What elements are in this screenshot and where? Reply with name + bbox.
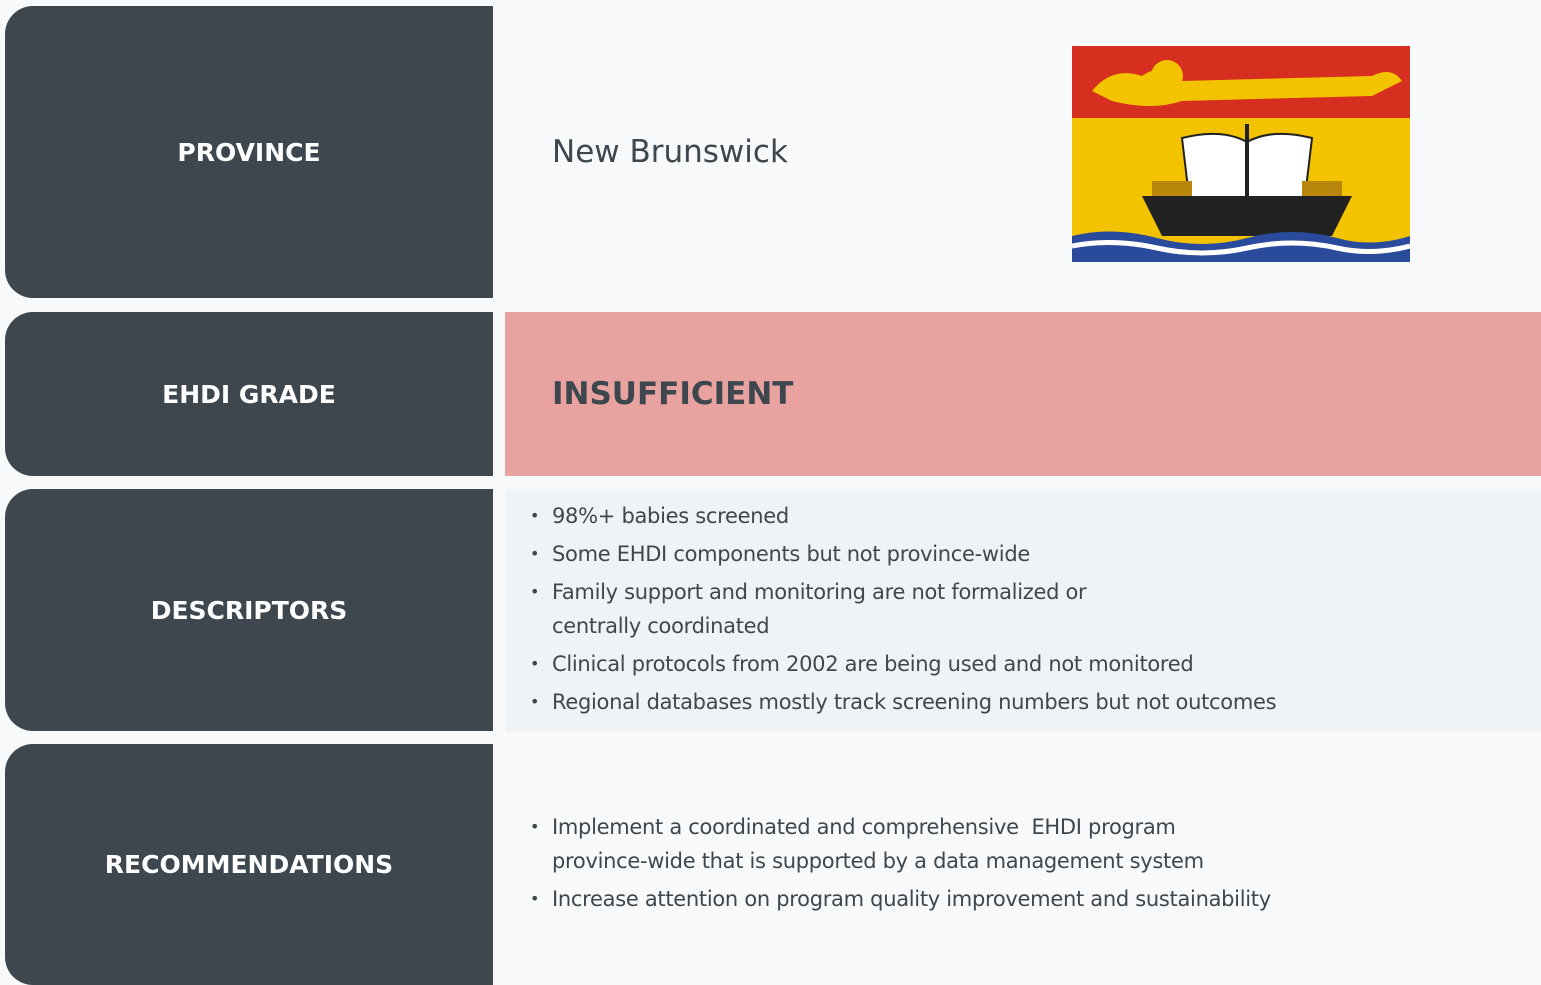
descriptor: Family support and monitoring are not fo… xyxy=(530,575,1152,643)
recommendations-cell: Implement a coordinated and comprehensiv… xyxy=(505,744,1541,985)
descriptor: Regional databases mostly track screenin… xyxy=(530,685,1277,719)
descriptor: 98%+ babies screened xyxy=(530,499,1276,533)
recommendation: Implement a coordinated and comprehensiv… xyxy=(530,810,1272,878)
descriptor: Some EHDI components but not province-wi… xyxy=(530,537,1276,571)
flag xyxy=(1072,46,1410,262)
row-label: DESCRIPTORS xyxy=(5,489,493,731)
row-label: PROVINCE xyxy=(5,6,493,298)
recommendation: Increase attention on program quality im… xyxy=(530,882,1272,916)
row-label: RECOMMENDATIONS xyxy=(5,744,493,985)
descriptor: Clinical protocols from 2002 are being u… xyxy=(530,647,1276,681)
recommendation-list: Implement a coordinated and comprehensiv… xyxy=(530,810,1272,920)
province-cell: New Brunswick xyxy=(505,6,1541,298)
row-label: EHDI GRADE xyxy=(5,312,493,476)
descriptors-cell: 98%+ babies screened Some EHDI component… xyxy=(505,489,1541,732)
grade: INSUFFICIENT xyxy=(552,376,794,412)
descriptor-list: 98%+ babies screened Some EHDI component… xyxy=(530,499,1277,723)
grade-cell: INSUFFICIENT xyxy=(505,312,1541,476)
province-name: New Brunswick xyxy=(552,134,788,170)
